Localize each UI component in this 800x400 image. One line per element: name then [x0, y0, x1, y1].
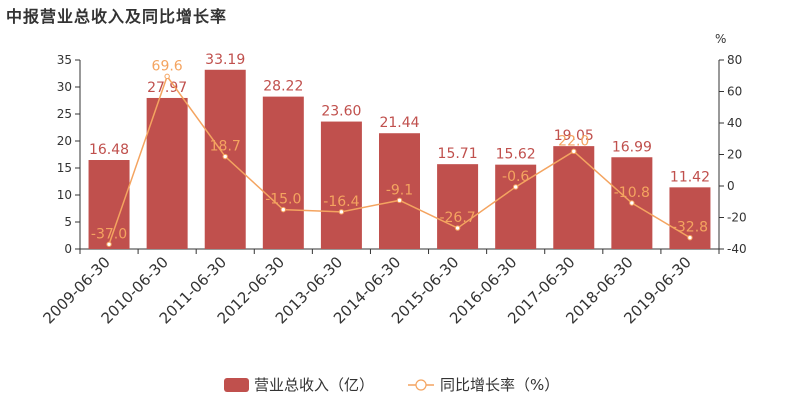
revenue-bar [437, 164, 479, 249]
y-left-tick-label: 0 [64, 242, 72, 256]
y-left-tick-label: 10 [57, 188, 72, 202]
growth-point-label: -9.1 [386, 182, 413, 198]
legend-swatch-revenue [224, 378, 249, 392]
growth-point [512, 184, 519, 190]
y-right-tick-label: 0 [727, 179, 735, 193]
growth-point-label: -10.8 [614, 185, 650, 201]
y-left-tick-label: 5 [64, 215, 72, 229]
revenue-bar [553, 146, 595, 249]
growth-point [571, 148, 577, 155]
revenue-bar-label: 27.97 [147, 80, 187, 96]
revenue-bar-label: 15.71 [438, 146, 478, 162]
growth-line: -37.0 69.6 18.7 -15.0 -16.4 -9.1 -26.7 -0.6 22.0… [91, 58, 708, 247]
growth-point [280, 206, 287, 213]
revenue-bar-label: 16.48 [89, 142, 129, 158]
revenue-bar-label: 33.19 [205, 52, 245, 68]
y-left-tick-label: 30 [57, 80, 72, 94]
revenue-bar-label: 19.05 [554, 128, 594, 144]
growth-point-label: -16.4 [323, 194, 359, 210]
revenue-bar [320, 121, 362, 249]
growth-point-label: -32.8 [672, 220, 708, 236]
growth-point [338, 209, 345, 215]
growth-point [454, 225, 461, 231]
y-right-tick-label: 80 [727, 53, 742, 67]
revenue-bar-label: 16.99 [612, 139, 652, 155]
growth-point [687, 234, 693, 241]
y-right-tick-label: 40 [727, 116, 742, 130]
revenue-bar-label: 23.60 [321, 104, 361, 120]
y-left-tick-label: 15 [57, 161, 72, 175]
y-right-tick-label: -20 [727, 211, 747, 225]
y-right-tick-label: -40 [727, 242, 747, 256]
growth-point-label: -26.7 [439, 210, 475, 226]
growth-point [106, 241, 112, 247]
revenue-bar [204, 69, 246, 249]
y-right-tick-label: 20 [727, 148, 742, 162]
revenue-bar-label: 11.42 [670, 169, 710, 185]
growth-point [164, 73, 170, 80]
bars: 16.48 27.97 33.19 28.22 23.60 21.44 15.71 15.62… [88, 52, 711, 249]
revenue-bar [379, 133, 420, 249]
legend-swatch-growth-marker [415, 379, 427, 391]
growth-point-label: -15.0 [265, 192, 301, 208]
legend: 营业总收入（亿） 同比增长率（%） [224, 376, 559, 394]
growth-point-label: -37.0 [91, 226, 127, 242]
y-left-tick-label: 35 [57, 53, 72, 67]
growth-point-label: -0.6 [502, 169, 529, 185]
y-left-tick-label: 20 [57, 134, 72, 148]
growth-point-label: 18.7 [210, 139, 241, 155]
growth-point [629, 200, 635, 206]
growth-point [396, 197, 403, 204]
growth-point-label: 69.6 [152, 58, 183, 74]
chart-title: 中报营业总收入及同比增长率 [6, 7, 228, 26]
growth-point [222, 153, 228, 160]
revenue-bar-label: 15.62 [496, 147, 536, 163]
legend-label-growth: 同比增长率（%） [440, 376, 559, 394]
revenue-bar [146, 97, 188, 249]
growth-point-label: 22.0 [558, 133, 589, 149]
y-right-tick-label: 60 [727, 85, 742, 99]
y-left-tick-label: 25 [57, 107, 72, 121]
y-right-unit: % [715, 32, 726, 46]
legend-label-revenue: 营业总收入（亿） [254, 376, 374, 394]
revenue-bar [262, 96, 304, 249]
revenue-bar-label: 28.22 [263, 79, 303, 95]
revenue-bar-label: 21.44 [379, 115, 419, 131]
